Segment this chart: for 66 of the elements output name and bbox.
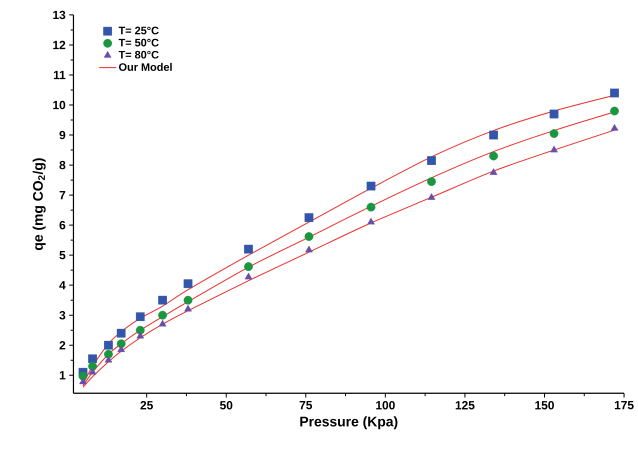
- point: [489, 130, 498, 140]
- y-tick-label: 1: [60, 371, 66, 380]
- point: [116, 328, 126, 338]
- point: [428, 193, 436, 200]
- point: [88, 362, 97, 371]
- x-tick-label: 50: [220, 401, 232, 410]
- point: [116, 339, 126, 348]
- y-tick-label: 8: [59, 160, 66, 170]
- point: [366, 202, 376, 212]
- x-tick-label: 25: [140, 401, 153, 410]
- point: [550, 146, 558, 152]
- y-axis-title: qe (mg CO$_{2}$/g): [32, 158, 46, 250]
- y-tick-label: 3: [59, 310, 66, 320]
- point: [104, 350, 113, 359]
- y-tick-label: 5: [59, 250, 66, 260]
- point: [79, 377, 87, 384]
- point: [427, 177, 436, 186]
- point: [104, 340, 113, 350]
- y-tick-label: 9: [60, 130, 66, 140]
- point: [117, 345, 126, 352]
- point: [367, 218, 375, 224]
- x-tick-label: 175: [614, 401, 634, 410]
- y-tick-label: 12: [53, 40, 66, 50]
- y-tick-label: 11: [54, 70, 66, 80]
- point: [304, 232, 314, 241]
- point: [104, 356, 112, 363]
- point: [244, 244, 253, 254]
- point: [158, 296, 167, 305]
- y-tick-label: 7: [60, 190, 66, 200]
- y-tick-label: 2: [60, 341, 66, 350]
- point: [550, 110, 558, 118]
- point: [610, 124, 618, 131]
- point: [610, 88, 619, 98]
- point: [184, 304, 192, 312]
- point: [184, 279, 192, 288]
- point: [489, 152, 498, 160]
- point: [610, 106, 619, 116]
- x-tick-label: 100: [376, 401, 395, 410]
- point: [305, 246, 313, 252]
- legend-label: T= 25°C: [118, 26, 159, 34]
- point: [88, 368, 96, 375]
- x-tick-label: 75: [300, 401, 312, 410]
- point: [158, 310, 167, 320]
- x-tick-label: 125: [456, 401, 475, 410]
- legend-label: Our Model: [119, 62, 172, 71]
- point: [244, 272, 252, 280]
- legend-label: T= 50°C: [118, 38, 159, 46]
- point: [88, 354, 97, 364]
- y-tick-label: 13: [53, 10, 66, 20]
- x-tick-label: 150: [535, 401, 554, 410]
- point: [304, 213, 314, 222]
- point: [244, 262, 253, 271]
- point: [490, 168, 498, 175]
- point: [136, 326, 145, 335]
- legend-label: T= 80°C: [118, 50, 159, 59]
- point: [366, 182, 376, 190]
- y-tick-label: 4: [59, 281, 66, 290]
- x-axis-title: Pressure (Kpa): [300, 416, 398, 430]
- y-tick-label: 10: [53, 100, 66, 110]
- y-tick-label: 6: [60, 220, 66, 230]
- point: [184, 296, 192, 305]
- point: [158, 320, 166, 326]
- point: [136, 332, 144, 338]
- point: [427, 156, 436, 165]
- point: [550, 129, 558, 138]
- point: [136, 312, 145, 322]
